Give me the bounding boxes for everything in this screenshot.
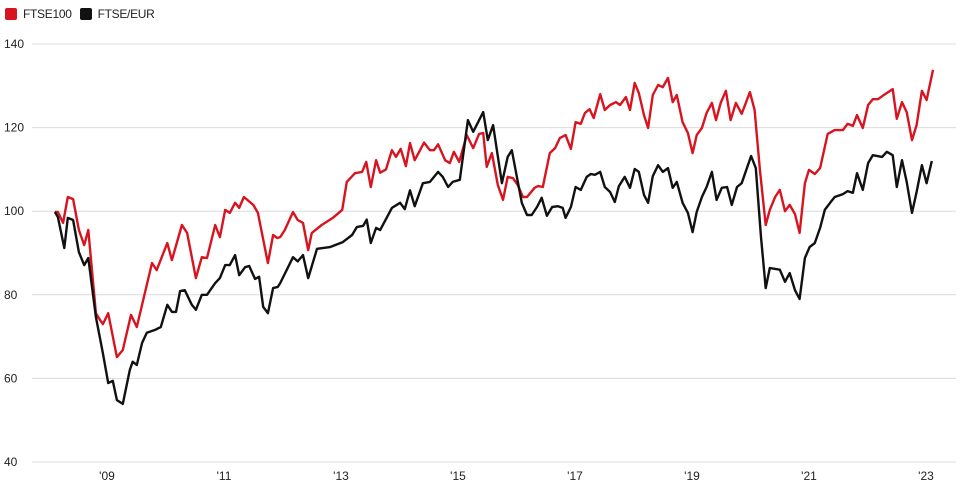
- legend: FTSE100 FTSE/EUR: [5, 7, 163, 21]
- y-tick-label: 40: [4, 455, 18, 469]
- y-tick-label: 140: [4, 37, 24, 51]
- legend-label-ftse100: FTSE100: [23, 7, 72, 21]
- y-tick-label: 100: [4, 204, 24, 218]
- y-tick-label: 60: [4, 371, 18, 385]
- x-tick-label: '19: [684, 469, 700, 483]
- y-axis-ticks: 140 120 100 80 60 40: [4, 37, 24, 469]
- x-tick-label: '17: [567, 469, 583, 483]
- series-line-ftse100: [54, 69, 935, 359]
- series-line-ftse-eur: [53, 110, 933, 406]
- x-axis-ticks: '09 '11 '13 '15 '17 '19 '21 '23: [99, 469, 934, 483]
- y-tick-label: 80: [4, 288, 18, 302]
- x-tick-label: '09: [99, 469, 115, 483]
- legend-label-ftse-eur: FTSE/EUR: [97, 7, 155, 21]
- x-tick-label: '13: [333, 469, 349, 483]
- legend-swatch-ftse100: [5, 8, 17, 20]
- x-tick-label: '21: [801, 469, 817, 483]
- legend-item-ftse100[interactable]: FTSE100: [5, 7, 72, 21]
- legend-swatch-ftse-eur: [79, 8, 92, 20]
- legend-item-ftse-eur[interactable]: FTSE/EUR: [79, 7, 155, 21]
- series-lines: [53, 69, 935, 406]
- x-tick-label: '11: [217, 469, 232, 483]
- x-tick-label: '15: [450, 469, 466, 483]
- x-tick-label: '23: [918, 469, 934, 483]
- y-tick-label: 120: [4, 121, 24, 135]
